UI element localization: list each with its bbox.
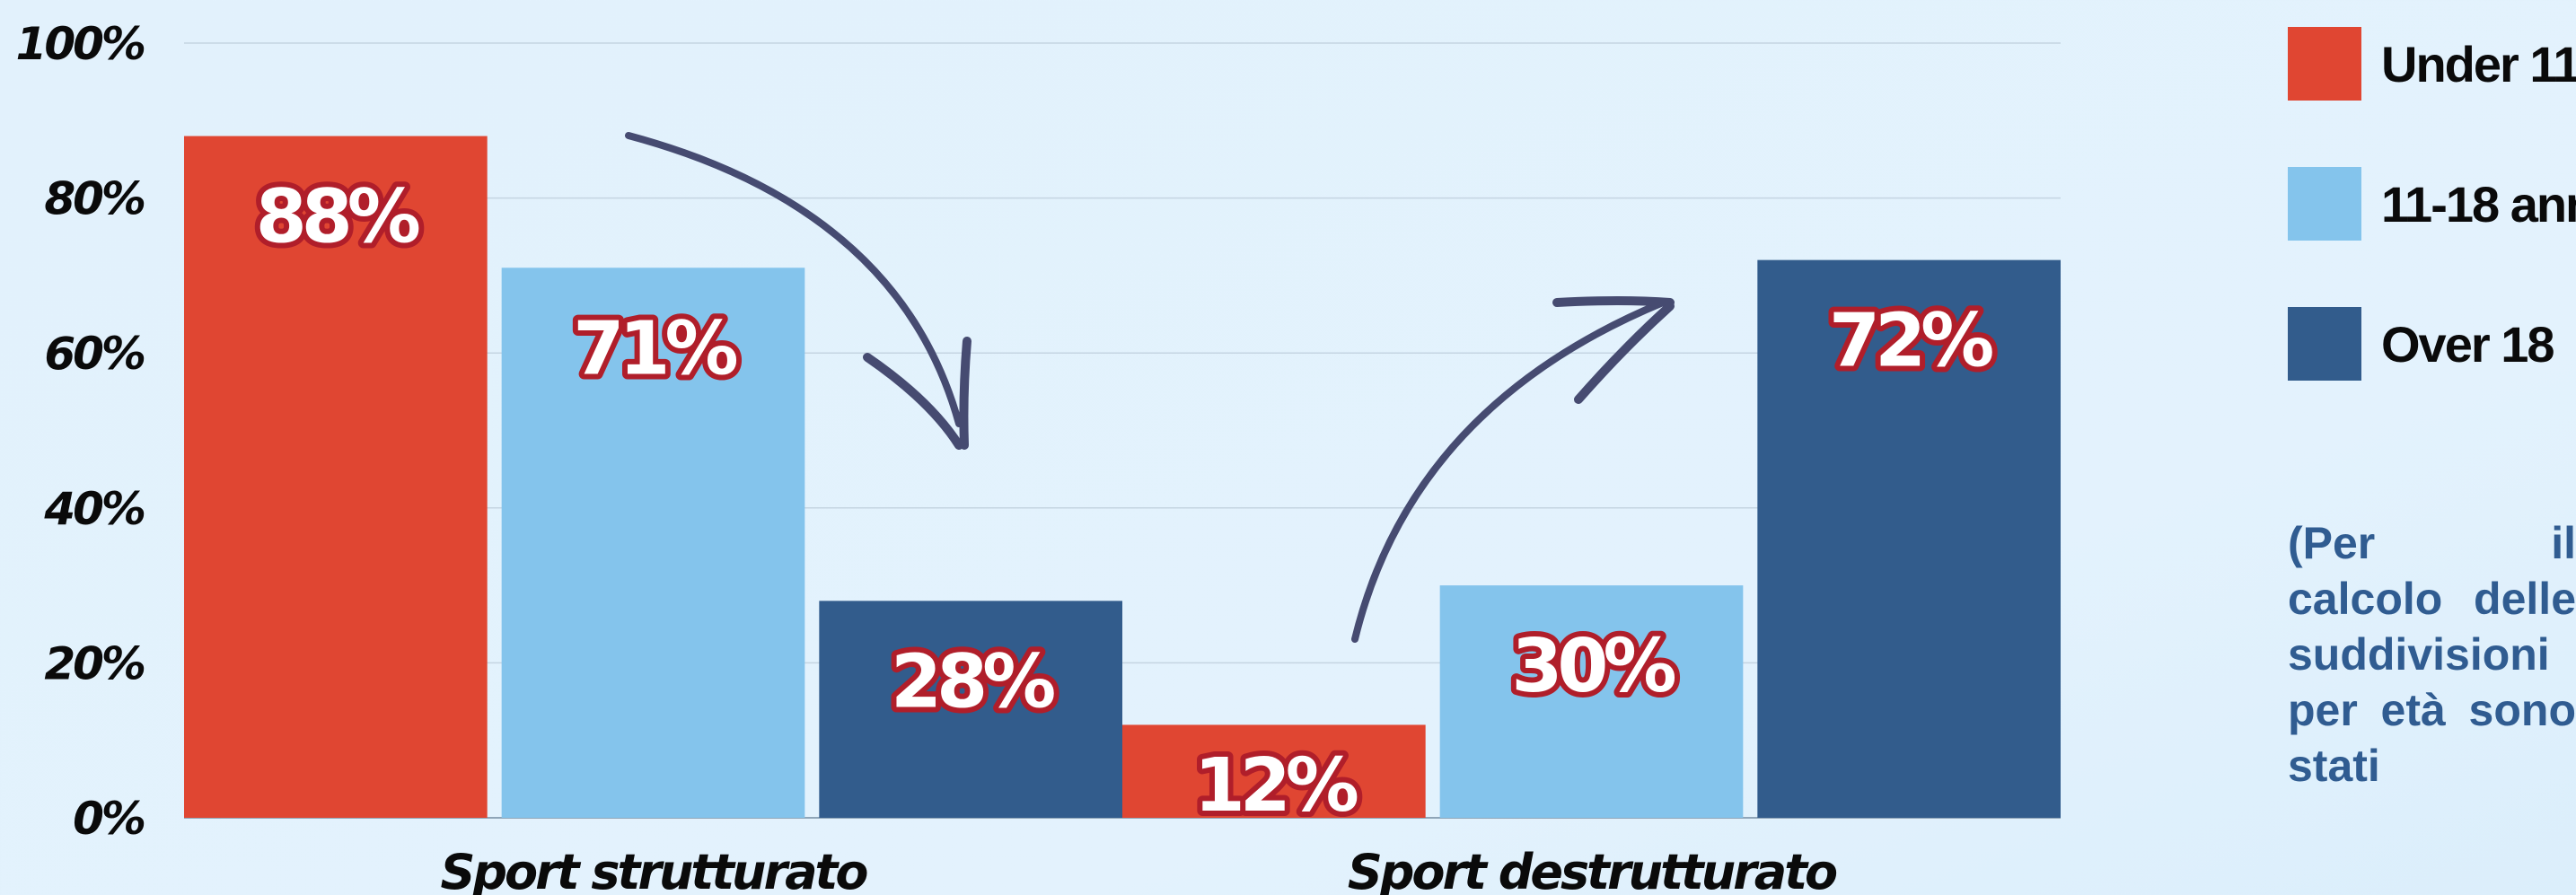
x-category-label-1: Sport destrutturato	[1348, 844, 1837, 895]
y-tick-label-4: 80%	[44, 173, 145, 225]
x-axis: Sport strutturato Sport destrutturato	[441, 844, 1841, 895]
y-tick-label-3: 60%	[44, 328, 145, 380]
legend-label-over-18: Over 18	[2381, 315, 2554, 373]
bar-1-2	[1757, 259, 2061, 818]
y-tick-label-0: 0%	[73, 793, 145, 845]
legend-item-11-18-anni: 11-18 anni	[2288, 167, 2576, 241]
data-labels: 88% 71% 28% 12% 30% 72%	[251, 170, 2003, 834]
data-label-1-1: 30%	[1511, 624, 1675, 709]
data-label-0-1: 71%	[573, 306, 736, 391]
bar-0-1	[501, 268, 805, 818]
arrow-down-annotation	[625, 132, 971, 450]
legend-label-under-11: Under 11	[2381, 35, 2576, 92]
data-label-1-2: 72%	[1829, 299, 1992, 384]
annotation-arrows	[625, 132, 1675, 643]
y-tick-label-2: 40%	[43, 483, 145, 535]
bar-0-0	[184, 136, 488, 818]
bar-0-2	[819, 601, 1122, 818]
bar-1-0	[1122, 724, 1426, 818]
legend: Under 11 11-18 anni Over 18	[2288, 27, 2576, 447]
methodology-note: (Per il calcolo delle suddivisioni per e…	[2288, 518, 2576, 803]
legend-swatch-over-18	[2288, 307, 2361, 381]
arrow-up-annotation	[1351, 296, 1675, 643]
legend-item-under-11: Under 11	[2288, 27, 2576, 101]
bars	[184, 136, 2061, 818]
data-label-1-0: 12%	[1194, 743, 1358, 829]
legend-item-over-18: Over 18	[2288, 307, 2576, 381]
bar-1-1	[1439, 585, 1744, 818]
x-category-label-0: Sport strutturato	[441, 844, 868, 895]
legend-label-11-18-anni: 11-18 anni	[2381, 175, 2576, 233]
y-axis: 0% 20% 40% 60% 80% 100%	[16, 18, 147, 845]
data-label-0-2: 28%	[891, 639, 1054, 724]
y-tick-label-5: 100%	[16, 18, 145, 70]
data-label-0-0: 88%	[256, 175, 419, 260]
y-tick-label-1: 20%	[44, 637, 145, 689]
legend-swatch-under-11	[2288, 27, 2361, 101]
legend-swatch-11-18-anni	[2288, 167, 2361, 241]
